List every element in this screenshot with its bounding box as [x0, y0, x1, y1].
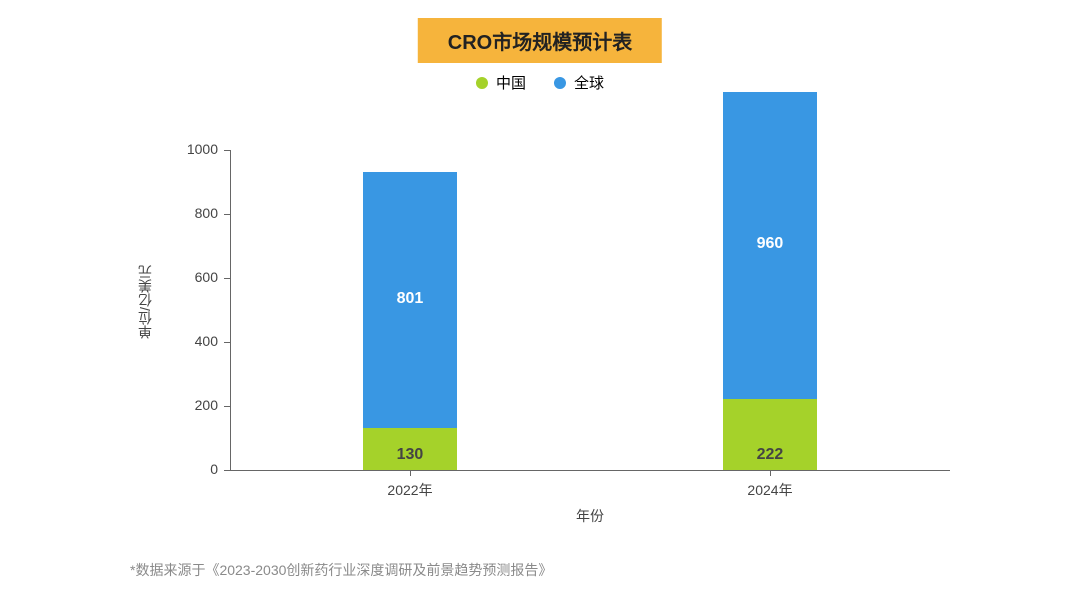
ytick-mark [224, 342, 230, 343]
x-axis-label: 年份 [560, 506, 620, 526]
plot-area [230, 150, 950, 470]
ytick-mark [224, 406, 230, 407]
legend-dot-china [476, 77, 488, 89]
legend-dot-global [554, 77, 566, 89]
xtick-mark [770, 470, 771, 476]
ytick-mark [224, 214, 230, 215]
xtick-mark [410, 470, 411, 476]
legend-label-china: 中国 [496, 72, 526, 93]
legend-label-global: 全球 [574, 72, 604, 93]
ytick-mark [224, 470, 230, 471]
legend: 中国 全球 [476, 72, 604, 93]
ytick-label: 0 [170, 461, 218, 477]
legend-item-global: 全球 [554, 72, 604, 93]
ytick-label: 1000 [170, 141, 218, 157]
bar-value-china: 130 [363, 446, 457, 464]
bar-value-global: 801 [363, 290, 457, 308]
xtick-label: 2024年 [720, 480, 820, 500]
ytick-label: 200 [170, 397, 218, 413]
x-axis-line [230, 470, 950, 471]
ytick-label: 800 [170, 205, 218, 221]
ytick-mark [224, 150, 230, 151]
xtick-label: 2022年 [360, 480, 460, 500]
chart-container: CRO市场规模预计表 中国 全球 单位/亿美元 年份 *数据来源于《2023-2… [0, 0, 1080, 608]
footnote: *数据来源于《2023-2030创新药行业深度调研及前景趋势预测报告》 [130, 560, 552, 580]
y-axis-line [230, 150, 231, 470]
ytick-label: 400 [170, 333, 218, 349]
ytick-mark [224, 278, 230, 279]
bar-value-china: 222 [723, 446, 817, 464]
bar-value-global: 960 [723, 235, 817, 253]
chart-title: CRO市场规模预计表 [418, 18, 662, 63]
legend-item-china: 中国 [476, 72, 526, 93]
ytick-label: 600 [170, 269, 218, 285]
y-axis-label: 单位/亿美元 [135, 265, 155, 339]
